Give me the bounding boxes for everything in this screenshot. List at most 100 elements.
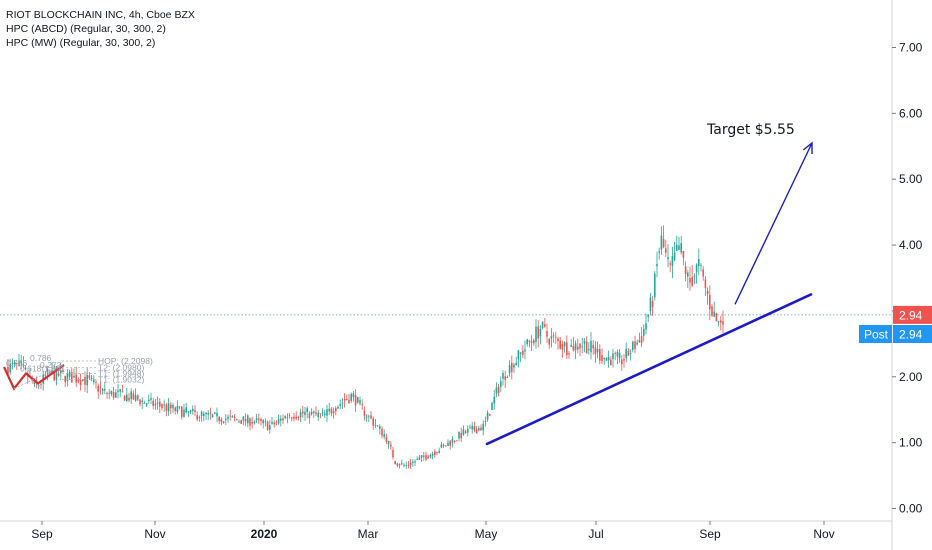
candle <box>341 398 344 409</box>
candle <box>698 248 700 276</box>
candle <box>183 403 185 418</box>
candle <box>231 415 234 418</box>
candle <box>546 323 548 343</box>
candle <box>469 424 471 429</box>
candle <box>654 271 656 301</box>
candle <box>148 394 150 405</box>
candle-body <box>233 416 236 419</box>
candle-body <box>75 374 77 383</box>
candle-body <box>621 359 623 365</box>
candle <box>530 335 533 351</box>
candle-body <box>90 378 93 380</box>
candle-body <box>161 403 163 408</box>
candle <box>284 415 286 420</box>
candle <box>458 431 460 442</box>
candle-body <box>198 416 201 418</box>
candle <box>519 352 522 363</box>
candle <box>579 343 581 357</box>
candle <box>623 353 625 368</box>
candle <box>594 341 597 363</box>
candle <box>471 421 473 434</box>
candle <box>456 440 458 442</box>
candle <box>539 325 542 345</box>
candle-body <box>506 377 509 378</box>
candle <box>464 429 467 434</box>
x-tick-label: Jul <box>588 527 603 541</box>
candle <box>649 292 652 316</box>
pattern-level-label: HOP: (2.2098) <box>98 356 153 366</box>
candle-body <box>568 353 570 355</box>
candle-body <box>214 412 216 414</box>
candle <box>401 459 403 465</box>
candle <box>181 405 183 420</box>
candle-body <box>368 415 370 417</box>
candle-body <box>429 454 432 457</box>
candle <box>128 392 130 403</box>
candle <box>568 351 570 359</box>
candle-body <box>557 338 559 342</box>
candle <box>332 407 335 419</box>
candle-body <box>546 331 548 337</box>
candle-body <box>194 410 196 412</box>
candle-body <box>346 398 348 401</box>
candle <box>117 383 119 399</box>
legend-title[interactable]: RIOT BLOCKCHAIN INC, 4h, Cboe BZX <box>6 9 195 21</box>
candle-body <box>205 412 207 415</box>
candle-body <box>590 340 592 353</box>
candle-body <box>495 387 498 394</box>
candle-body <box>533 340 535 344</box>
candle <box>253 419 256 425</box>
candle <box>88 372 91 381</box>
candle-body <box>77 379 80 382</box>
candle-body <box>361 404 363 405</box>
candle <box>535 319 537 349</box>
candle <box>625 342 627 363</box>
candle-body <box>51 369 53 374</box>
candle <box>680 235 682 255</box>
candle-body <box>163 404 165 406</box>
candle-body <box>574 343 577 351</box>
candle-body <box>79 379 82 386</box>
candle-body <box>13 362 16 365</box>
candle-body <box>44 375 47 376</box>
candle-body <box>104 388 106 391</box>
candle-body <box>247 415 249 424</box>
candle <box>211 413 214 418</box>
candle-body <box>711 306 713 316</box>
candle-body <box>651 301 654 307</box>
candle <box>689 266 691 291</box>
legend-indicator-abcd[interactable]: HPC (ABCD) (Regular, 30, 300, 2) <box>6 23 166 35</box>
candle-body <box>401 463 403 465</box>
candle <box>163 399 165 412</box>
candle <box>209 407 212 420</box>
candle-body <box>706 290 709 295</box>
x-tick-label: May <box>475 527 498 541</box>
candle-body <box>49 372 51 374</box>
candle-body <box>515 362 517 365</box>
candle <box>662 225 665 249</box>
candle-body <box>469 427 471 429</box>
candle-body <box>18 360 20 366</box>
candle <box>277 414 280 425</box>
candle-body <box>40 384 42 386</box>
candle-body <box>110 390 113 395</box>
candle <box>152 397 154 410</box>
candle <box>326 405 328 423</box>
candle-body <box>359 399 361 404</box>
candle <box>722 310 724 334</box>
candle-body <box>374 424 377 426</box>
candle <box>715 312 718 322</box>
candle-body <box>172 404 174 409</box>
candle <box>673 241 676 262</box>
candle <box>695 263 698 284</box>
candle-body <box>475 429 478 434</box>
candle-body <box>310 411 313 415</box>
candle-body <box>101 389 104 391</box>
candle <box>462 425 465 436</box>
candle-body <box>332 411 335 414</box>
candle <box>365 414 368 423</box>
legend-indicator-mw[interactable]: HPC (MW) (Regular, 30, 300, 2) <box>6 37 156 49</box>
candle-body <box>594 347 597 355</box>
candle-body <box>249 418 251 426</box>
